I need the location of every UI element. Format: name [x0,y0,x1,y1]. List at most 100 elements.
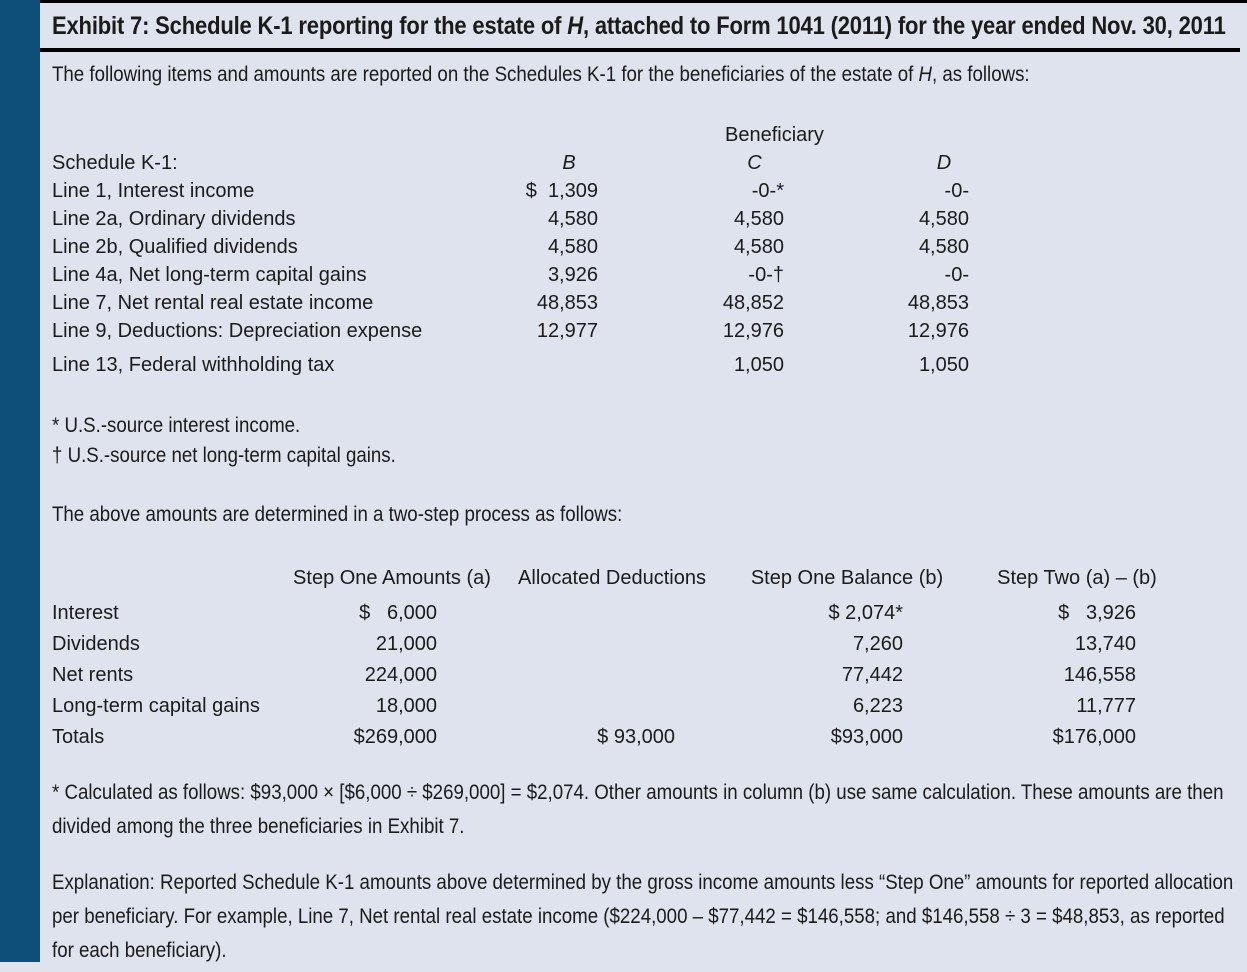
column-header-d: D [936,152,952,174]
cell-b: 4,580 [547,236,598,258]
table-row-totals: Totals $269,000 $ 93,000 $93,000 $176,00… [52,722,1240,753]
table-row: Dividends 21,000 7,260 13,740 [52,629,1240,660]
top-border-line [40,0,1247,3]
cell-step-one-balance: 6,223 [852,695,903,717]
row-label: Line 7, Net rental real estate income [52,292,374,314]
table-header-row: Step One Amounts (a) Allocated Deduction… [52,564,1240,592]
cell-d: 48,853 [907,292,969,314]
spacer-cell [492,121,610,149]
step-table: Step One Amounts (a) Allocated Deduction… [52,564,1240,753]
row-label: Line 9, Deductions: Depreciation expense [52,320,423,342]
exhibit-title: Exhibit 7: Schedule K-1 reporting for th… [52,10,1226,42]
cell-c: 4,580 [733,236,784,258]
table-row: Line 2b, Qualified dividends 4,580 4,580… [52,233,1240,261]
cell-allocated-deductions [492,629,732,660]
cell-b [492,351,610,379]
cell-d: 1,050 [918,354,969,376]
footnote-star: * U.S.-source interest income. [52,414,301,437]
table-row: Line 7, Net rental real estate income 48… [52,289,1240,317]
cell-allocated-deductions [492,660,732,691]
cell-step-one-balance: 77,442 [841,664,903,686]
left-accent-bar [0,0,40,962]
cell-b: 4,580 [547,208,598,230]
table-header-row: Schedule K-1: B C D [52,149,1240,177]
spacer-cell [52,564,292,592]
cell-step-one-amounts: 21,000 [375,633,437,655]
table-row: Long-term capital gains 18,000 6,223 11,… [52,691,1240,722]
cell-step-one-balance: $ 2,074* [828,602,903,624]
title-divider [40,48,1240,52]
explanation-paragraph: Explanation: Reported Schedule K-1 amoun… [52,871,1234,962]
cell-step-one-balance: 7,260 [852,633,903,655]
cell-step-one-balance: $93,000 [830,726,903,748]
cell-step-one-amounts: 18,000 [375,695,437,717]
cell-b: 48,853 [536,292,598,314]
cell-b: 3,926 [547,264,598,286]
exhibit-page: Exhibit 7: Schedule K-1 reporting for th… [40,3,1247,968]
spacer-cell [52,121,492,149]
cell-d: 12,976 [907,320,969,342]
intro-text: , as follows: [931,63,1030,86]
column-header-c: C [747,152,762,174]
row-label: Interest [52,602,119,624]
column-header-step-one-balance: Step One Balance (b) [750,567,944,589]
cell-c: 4,580 [733,208,784,230]
k1-footnotes: * U.S.-source interest income. † U.S.-so… [52,411,1240,471]
cell-d: 4,580 [918,208,969,230]
cell-allocated-deductions [492,598,732,629]
cell-allocated-deductions [492,691,732,722]
beneficiary-group-header: Beneficiary [725,124,824,146]
table-group-header-row: Beneficiary [52,121,1240,149]
column-header-step-one-amounts: Step One Amounts (a) [293,567,491,589]
column-header-step-two: Step Two (a) – (b) [997,567,1157,589]
table-row: Line 13, Federal withholding tax 1,050 1… [52,351,1240,379]
intro-text: The following items and amounts are repo… [52,63,919,86]
row-label: Line 2b, Qualified dividends [52,236,298,258]
row-label: Line 2a, Ordinary dividends [52,208,296,230]
table-row: Line 2a, Ordinary dividends 4,580 4,580 … [52,205,1240,233]
row-label: Dividends [52,633,140,655]
title-emphasis: H [567,12,583,40]
calculation-footnote: * Calculated as follows: $93,000 × [$6,0… [52,781,1224,838]
cell-d: 4,580 [918,236,969,258]
title-text: Exhibit 7: Schedule K-1 reporting for th… [52,12,568,40]
table-row: Line 9, Deductions: Depreciation expense… [52,317,1240,345]
cell-c: 12,976 [722,320,784,342]
cell-allocated-deductions: $ 93,000 [597,726,675,748]
row-label: Long-term capital gains [52,695,260,717]
intro-paragraph: The following items and amounts are repo… [52,62,1236,87]
cell-step-one-amounts: $269,000 [353,726,437,748]
cell-c: -0-* [751,180,784,202]
cell-step-two: 13,740 [1074,633,1136,655]
row-label: Line 13, Federal withholding tax [52,354,335,376]
row-label: Totals [52,726,105,748]
cell-step-two: $ 3,926 [1058,602,1136,624]
intro-emphasis: H [918,63,932,86]
table-row: Net rents 224,000 77,442 146,558 [52,660,1240,691]
row-label: Net rents [52,664,134,686]
cell-c: 1,050 [733,354,784,376]
title-text: , attached to Form 1041 (2011) for the y… [582,12,1226,40]
cell-step-two: 11,777 [1076,695,1136,717]
cell-b: 12,977 [536,320,598,342]
cell-step-one-amounts: $ 6,000 [359,602,437,624]
row-label: Line 1, Interest income [52,180,255,202]
row-label: Line 4a, Net long-term capital gains [52,264,367,286]
table-row: Line 4a, Net long-term capital gains 3,9… [52,261,1240,289]
footnote-dagger: † U.S.-source net long-term capital gain… [52,444,396,467]
cell-d: -0- [944,264,969,286]
column-header-b: B [562,152,576,174]
k1-table: Beneficiary Schedule K-1: B C D Line 1, … [52,121,1240,379]
column-header-allocated-deductions: Allocated Deductions [518,567,706,589]
cell-b: $ 1,309 [525,180,598,202]
column-header-label: Schedule K-1: [52,152,178,174]
cell-step-one-amounts: 224,000 [364,664,437,686]
table-row: Line 1, Interest income $ 1,309 -0-* -0- [52,177,1240,205]
spacer-cell [784,121,969,149]
cell-c: 48,852 [722,292,784,314]
table-row: Interest $ 6,000 $ 2,074* $ 3,926 [52,598,1240,629]
cell-c: -0-† [748,264,784,286]
cell-step-two: $176,000 [1052,726,1136,748]
process-intro: The above amounts are determined in a tw… [52,503,623,526]
cell-d: -0- [944,180,969,202]
